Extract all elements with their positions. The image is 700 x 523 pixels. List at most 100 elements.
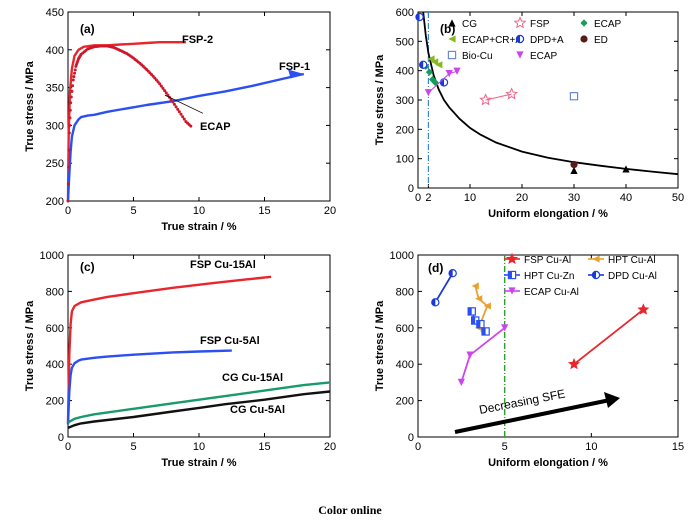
y-tick-label: 1000 bbox=[40, 250, 64, 262]
y-tick-label: 400 bbox=[396, 66, 414, 78]
y-tick-label: 1000 bbox=[390, 250, 414, 262]
plot-frame bbox=[67, 254, 331, 438]
data-point bbox=[622, 165, 630, 173]
data-point bbox=[181, 115, 185, 119]
ecap-pointer bbox=[164, 94, 204, 114]
legend-marker bbox=[507, 270, 517, 280]
y-tick-label: 200 bbox=[396, 396, 414, 408]
fit-curve bbox=[422, 11, 679, 176]
y-tick-label: 800 bbox=[46, 286, 64, 298]
data-point bbox=[415, 12, 424, 22]
data-point bbox=[73, 71, 77, 75]
y-tick-label: 0 bbox=[408, 183, 414, 195]
series-fsp-1 bbox=[66, 72, 305, 202]
x-tick-label: 5 bbox=[130, 205, 136, 217]
series-annotation: CG Cu-5Al bbox=[230, 404, 285, 416]
data-point bbox=[164, 91, 168, 95]
data-point bbox=[501, 324, 509, 332]
legend-label: ECAP+CR+A bbox=[462, 35, 522, 46]
data-point bbox=[483, 302, 491, 310]
series-annotation: FSP-1 bbox=[279, 61, 310, 73]
y-tick-label: 0 bbox=[58, 432, 64, 444]
series-annotation: ECAP bbox=[200, 121, 231, 133]
data-point bbox=[172, 102, 176, 106]
legend-label: FSP Cu-Al bbox=[524, 255, 571, 266]
y-axis-label: True stress / MPa bbox=[374, 54, 386, 145]
data-point bbox=[570, 166, 578, 174]
data-point bbox=[189, 124, 193, 128]
data-point bbox=[68, 116, 72, 120]
series-annotation: FSP Cu-15Al bbox=[190, 259, 256, 271]
fsp1-arrowhead bbox=[288, 69, 304, 79]
legend-label: ECAP bbox=[594, 19, 622, 30]
data-point bbox=[66, 199, 70, 203]
series-ecap-cu-al bbox=[460, 327, 506, 383]
series-fsp-cu-al bbox=[573, 308, 644, 365]
legend-marker bbox=[448, 19, 456, 27]
legend-label: ED bbox=[594, 35, 608, 46]
legend-marker bbox=[448, 35, 456, 43]
data-point bbox=[71, 84, 75, 88]
x-axis-label: Uniform elongation / % bbox=[488, 457, 608, 469]
legend-marker bbox=[591, 270, 601, 280]
data-point bbox=[72, 75, 76, 79]
panel-label: (a) bbox=[80, 22, 95, 36]
data-point bbox=[431, 78, 439, 86]
legend-label: CG bbox=[462, 19, 477, 30]
series-cg-cu-15al bbox=[67, 381, 331, 424]
panel-label: (c) bbox=[80, 260, 95, 274]
sfe-arrow-shaft bbox=[454, 398, 611, 434]
legend-marker bbox=[515, 34, 525, 44]
data-point bbox=[176, 107, 180, 111]
data-point bbox=[71, 78, 75, 82]
y-axis-label: True stress / MPa bbox=[374, 300, 386, 391]
x-tick-label: 10 bbox=[193, 441, 205, 453]
y-tick-label: 600 bbox=[396, 323, 414, 335]
series-connector bbox=[428, 70, 458, 94]
plot-frame bbox=[417, 254, 679, 438]
legend-marker bbox=[592, 255, 600, 263]
data-point bbox=[171, 100, 175, 104]
data-point bbox=[457, 378, 465, 386]
legend-marker bbox=[580, 35, 588, 43]
y-axis-label: True stress / MPa bbox=[24, 60, 36, 151]
x-tick-label: 0 bbox=[65, 205, 71, 217]
y-tick-label: 450 bbox=[46, 7, 64, 19]
data-point bbox=[448, 269, 457, 278]
x-tick-label: 50 bbox=[672, 192, 684, 204]
y-tick-label: 400 bbox=[46, 359, 64, 371]
data-point bbox=[163, 89, 167, 93]
y-tick-label: 300 bbox=[396, 95, 414, 107]
x-tick-label: 10 bbox=[193, 205, 205, 217]
x-tick-label: 20 bbox=[324, 205, 336, 217]
y-tick-label: 400 bbox=[46, 45, 64, 57]
data-point bbox=[67, 131, 71, 135]
legend-label: HPT Cu-Zn bbox=[524, 271, 574, 282]
x-axis-label: Uniform elongation / % bbox=[488, 208, 608, 220]
x-tick-label: 2 bbox=[425, 192, 431, 204]
figure-caption: Color online bbox=[318, 503, 382, 517]
legend-label: DPD Cu-Al bbox=[608, 271, 657, 282]
data-point bbox=[67, 148, 71, 152]
data-point bbox=[69, 101, 73, 105]
series-annotation: FSP-2 bbox=[182, 34, 213, 46]
legend-label: HPT Cu-Al bbox=[608, 255, 656, 266]
data-point bbox=[73, 68, 77, 72]
series-dpd-cu-al bbox=[434, 272, 454, 303]
x-tick-label: 20 bbox=[324, 441, 336, 453]
x-axis-label: True strain / % bbox=[161, 221, 236, 233]
data-point bbox=[174, 105, 178, 109]
series-cg-cu-5al bbox=[67, 390, 331, 430]
x-tick-label: 10 bbox=[585, 441, 597, 453]
legend-label: Bio-Cu bbox=[462, 51, 493, 62]
data-point bbox=[569, 91, 579, 101]
data-point bbox=[431, 298, 440, 307]
x-tick-label: 5 bbox=[130, 441, 136, 453]
x-tick-label: 30 bbox=[568, 192, 580, 204]
legend-label: ECAP bbox=[530, 51, 558, 62]
sfe-arrowhead bbox=[604, 392, 620, 408]
x-tick-label: 0 bbox=[415, 192, 421, 204]
x-tick-label: 10 bbox=[464, 192, 476, 204]
data-point bbox=[471, 282, 479, 290]
